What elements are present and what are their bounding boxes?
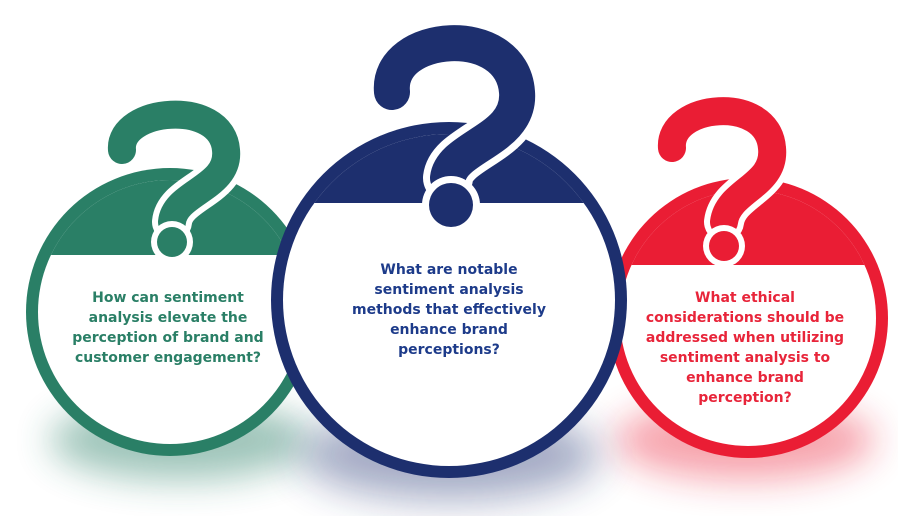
question-text-middle: What are notable sentiment analysis meth… — [352, 262, 546, 358]
right-question-circle — [608, 91, 888, 458]
question-text-left: How can sentiment analysis elevate the p… — [72, 290, 264, 366]
left-question-circle — [26, 94, 314, 456]
question-mark-icon — [366, 18, 542, 234]
question-mark-icon — [652, 91, 793, 267]
question-text-right: What ethical considerations should be ad… — [645, 290, 845, 406]
question-mark-icon — [102, 94, 247, 263]
middle-question-circle — [271, 18, 627, 478]
